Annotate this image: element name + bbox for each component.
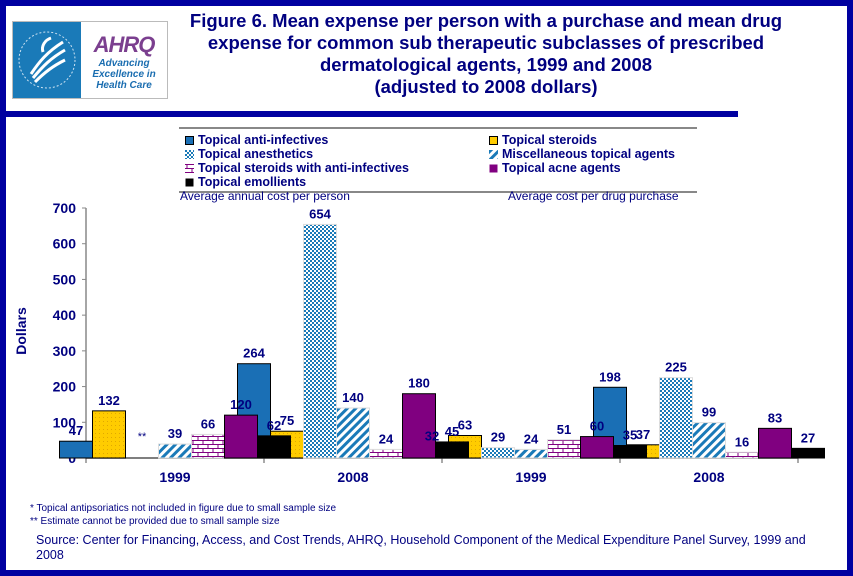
legend-label: Topical steroids with anti-infectives	[198, 161, 409, 175]
bar-topical-anesthetics-2008	[659, 377, 693, 459]
x-tick-label: 2008	[693, 469, 724, 485]
hhs-eagle-icon	[13, 22, 81, 98]
bar-topical-emollients-1999	[257, 435, 291, 459]
data-label: 39	[168, 426, 182, 441]
bar-miscellaneous-topical-agents-1999	[158, 443, 192, 459]
bar-topical-acne-agents-2008	[758, 427, 792, 459]
footnote-2: ** Estimate cannot be provided due to sm…	[30, 516, 280, 527]
data-label: 60	[590, 419, 604, 434]
source-note: Source: Center for Financing, Access, an…	[36, 533, 806, 562]
bar-topical-anti-infectives-1999	[59, 440, 93, 459]
bar-topical-emollients-1999	[613, 445, 647, 459]
x-tick-label: 1999	[159, 469, 190, 485]
data-label: 83	[768, 410, 782, 425]
data-label: 32	[425, 429, 439, 444]
x-tick-label: 1999	[515, 469, 546, 485]
data-label: 45	[445, 424, 459, 439]
data-label: 62	[267, 418, 281, 433]
chart-legend: Topical anti-infectives Topical anesthet…	[179, 127, 697, 193]
data-label: 120	[230, 397, 252, 412]
legend-swatch-acne	[489, 164, 498, 172]
data-label: 51	[557, 422, 571, 437]
legend-item-emollients: Topical emollients	[185, 175, 306, 189]
title-divider	[6, 111, 738, 117]
data-label: 37	[636, 427, 650, 442]
data-label: 35	[623, 428, 637, 443]
y-tick-label: 200	[53, 379, 77, 395]
legend-item-anti-infectives: Topical anti-infectives	[185, 133, 328, 147]
y-tick-label: 500	[53, 271, 77, 287]
legend-label: Topical steroids	[502, 133, 597, 147]
y-tick-label: 100	[53, 414, 77, 430]
legend-item-misc: Miscellaneous topical agents	[489, 147, 675, 161]
data-label: 29	[491, 430, 505, 445]
legend-swatch-emollients	[185, 178, 194, 186]
figure-frame: AHRQ Advancing Excellence in Health Care…	[6, 6, 847, 570]
data-label: 24	[524, 431, 539, 446]
data-label-not-available: **	[138, 431, 147, 443]
data-label: 16	[735, 434, 749, 449]
bar-miscellaneous-topical-agents-2008	[692, 422, 726, 459]
footnote-1: * Topical antipsoriatics not included in…	[30, 503, 337, 514]
bar-topical-emollients-2008	[791, 447, 825, 459]
ahrq-tagline-2: Excellence in	[92, 69, 156, 80]
panel-label-annual: Average annual cost per person	[180, 189, 350, 203]
y-axis-title: Dollars	[13, 307, 29, 355]
data-label: 75	[280, 413, 294, 428]
bar-topical-acne-agents-1999	[224, 414, 258, 459]
bar-topical-acne-agents-1999	[580, 436, 614, 459]
bar-topical-steroids-with-anti-infectives-1999	[191, 433, 225, 459]
legend-swatch-anesthetics	[185, 149, 194, 159]
legend-swatch-steroids	[489, 135, 498, 145]
bar-miscellaneous-topical-agents-1999	[514, 448, 548, 459]
legend-swatch-anti-infectives	[185, 135, 194, 145]
data-label: 264	[243, 346, 265, 361]
legend-label: Topical anesthetics	[198, 147, 314, 161]
data-label: 66	[201, 416, 215, 431]
data-label: 99	[702, 405, 716, 420]
y-tick-label: 400	[53, 307, 77, 323]
y-tick-label: 300	[53, 343, 77, 359]
bar-topical-steroids-with-anti-infectives-2008	[369, 448, 403, 459]
data-label: 654	[309, 206, 331, 221]
ahrq-logo: AHRQ Advancing Excellence in Health Care	[12, 21, 168, 99]
bar-topical-steroids-with-anti-infectives-2008	[725, 451, 759, 459]
bar-topical-anesthetics-1999	[481, 447, 515, 459]
legend-label: Topical emollients	[198, 175, 307, 189]
chart-title: Figure 6. Mean expense per person with a…	[189, 10, 783, 97]
legend-item-anesthetics: Topical anesthetics	[185, 147, 313, 161]
data-label: 225	[665, 360, 687, 375]
legend-label: Miscellaneous topical agents	[502, 147, 675, 161]
data-label: 63	[458, 418, 472, 433]
legend-label: Topical acne agents	[502, 161, 621, 175]
data-label: 47	[69, 423, 83, 438]
legend-swatch-steroids-anti-infectives	[185, 163, 194, 173]
data-label: 198	[599, 369, 621, 384]
data-label: 27	[801, 430, 815, 445]
ahrq-tagline-3: Health Care	[96, 80, 152, 91]
legend-label: Topical anti-infectives	[198, 133, 329, 147]
legend-item-steroids: Topical steroids	[489, 133, 597, 147]
data-label: 180	[408, 376, 430, 391]
panel-label-purchase: Average cost per drug purchase	[508, 189, 679, 203]
ahrq-tagline-1: Advancing	[98, 58, 150, 69]
x-tick-label: 2008	[337, 469, 368, 485]
bar-topical-emollients-2008	[435, 441, 469, 459]
bar-topical-steroids-1999	[92, 410, 126, 459]
data-label: 140	[342, 390, 364, 405]
legend-swatch-misc	[489, 149, 498, 159]
data-label: 132	[98, 393, 120, 408]
footnotes: * Topical antipsoriatics not included in…	[30, 502, 336, 528]
legend-item-acne: Topical acne agents	[489, 161, 621, 175]
bar-topical-steroids-with-anti-infectives-1999	[547, 439, 581, 459]
ahrq-brand: AHRQ	[93, 32, 156, 57]
y-tick-label: 700	[53, 200, 77, 216]
bar-topical-acne-agents-2008	[402, 393, 436, 459]
legend-item-steroids-anti-infectives: Topical steroids with anti-infectives	[185, 161, 409, 175]
bar-chart: 01002003004005006007001999200819992008 4…	[13, 200, 825, 485]
data-label: 24	[379, 431, 394, 446]
bar-miscellaneous-topical-agents-2008	[336, 407, 370, 459]
bar-topical-anesthetics-2008	[303, 223, 337, 459]
y-tick-label: 600	[53, 236, 77, 252]
